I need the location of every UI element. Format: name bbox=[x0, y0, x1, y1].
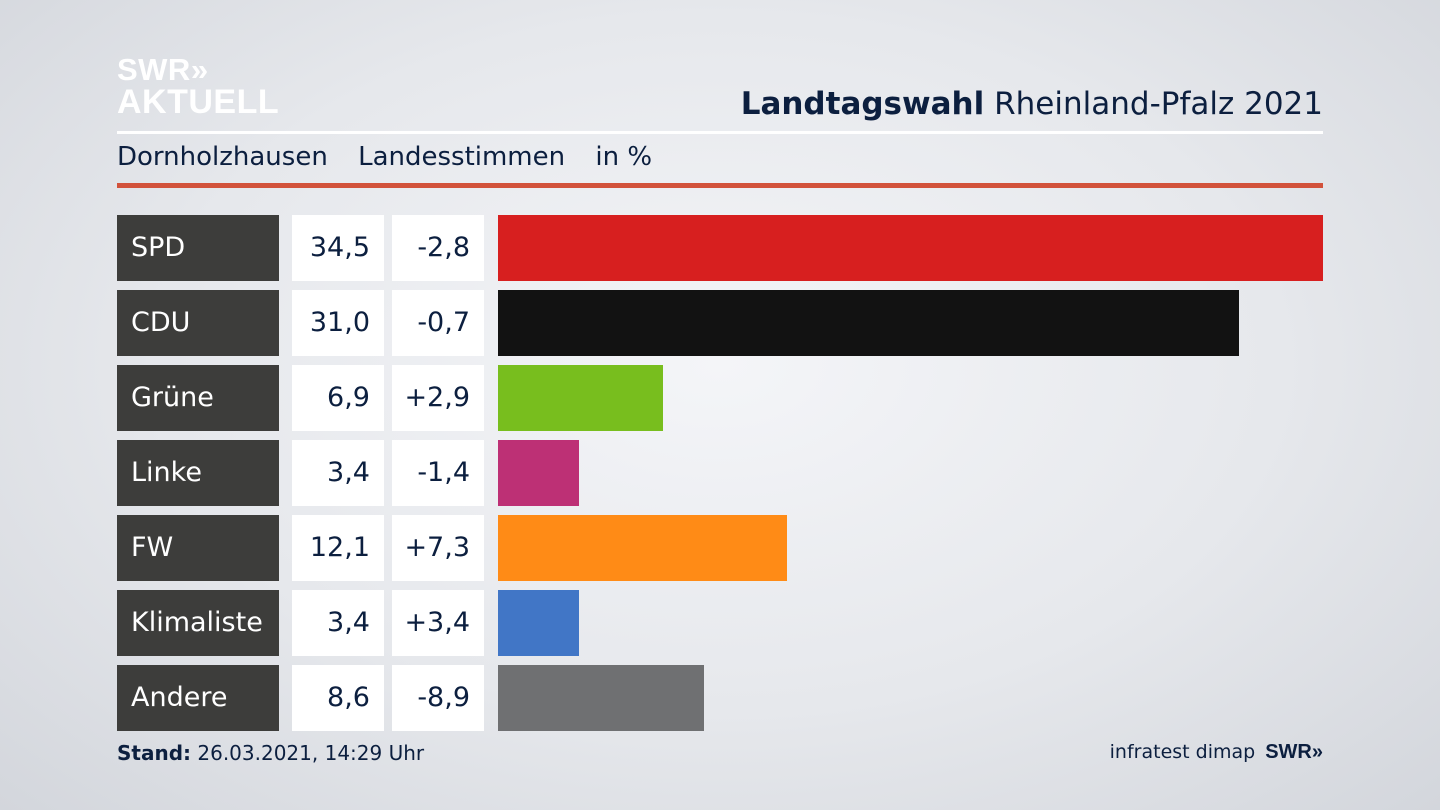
chart-row: Grüne 6,9 +2,9 bbox=[117, 365, 1323, 431]
timestamp-label: Stand: bbox=[117, 741, 192, 765]
value-label: 31,0 bbox=[292, 290, 384, 356]
party-label: CDU bbox=[117, 290, 279, 356]
bar bbox=[498, 590, 579, 656]
party-label: Klimaliste bbox=[117, 590, 279, 656]
value-label: 6,9 bbox=[292, 365, 384, 431]
change-label: +2,9 bbox=[392, 365, 484, 431]
title-bold: Landtagswahl bbox=[740, 86, 985, 122]
header-divider bbox=[117, 131, 1323, 134]
page-title: Landtagswahl Rheinland-Pfalz 2021 bbox=[741, 86, 1323, 122]
chart-row: FW 12,1 +7,3 bbox=[117, 515, 1323, 581]
change-label: -0,7 bbox=[392, 290, 484, 356]
bar bbox=[498, 665, 704, 731]
subtitle-measure: Landesstimmen bbox=[358, 142, 566, 172]
subtitle-place: Dornholzhausen bbox=[117, 142, 328, 172]
bar bbox=[498, 290, 1239, 356]
bar bbox=[498, 215, 1323, 281]
bar-chart: SPD 34,5 -2,8 CDU 31,0 -0,7 Grüne 6,9 +2,9 Linke 3… bbox=[117, 215, 1323, 731]
value-label: 34,5 bbox=[292, 215, 384, 281]
value-label: 12,1 bbox=[292, 515, 384, 581]
value-label: 3,4 bbox=[292, 590, 384, 656]
swr-aktuell-logo: SWR» AKTUELL bbox=[117, 54, 279, 119]
change-label: -8,9 bbox=[392, 665, 484, 731]
bar bbox=[498, 365, 663, 431]
bar bbox=[498, 440, 579, 506]
party-label: Linke bbox=[117, 440, 279, 506]
chart-subtitle: Dornholzhausen Landesstimmen in % bbox=[117, 142, 674, 172]
subtitle-unit: in % bbox=[595, 142, 653, 172]
value-label: 8,6 bbox=[292, 665, 384, 731]
party-label: SPD bbox=[117, 215, 279, 281]
logo-line-1: SWR» bbox=[117, 52, 209, 87]
value-label: 3,4 bbox=[292, 440, 384, 506]
party-label: FW bbox=[117, 515, 279, 581]
change-label: +7,3 bbox=[392, 515, 484, 581]
chart-row: Linke 3,4 -1,4 bbox=[117, 440, 1323, 506]
chart-row: Andere 8,6 -8,9 bbox=[117, 665, 1323, 731]
party-label: Grüne bbox=[117, 365, 279, 431]
change-label: -2,8 bbox=[392, 215, 484, 281]
timestamp: Stand: 26.03.2021, 14:29 Uhr bbox=[117, 741, 424, 765]
chart-row: SPD 34,5 -2,8 bbox=[117, 215, 1323, 281]
logo-line-2: AKTUELL bbox=[117, 83, 280, 121]
swr-logo: SWR» bbox=[1265, 741, 1323, 763]
change-label: -1,4 bbox=[392, 440, 484, 506]
change-label: +3,4 bbox=[392, 590, 484, 656]
source: infratest dimap SWR» bbox=[1110, 741, 1323, 764]
chart-row: Klimaliste 3,4 +3,4 bbox=[117, 590, 1323, 656]
chart-row: CDU 31,0 -0,7 bbox=[117, 290, 1323, 356]
party-label: Andere bbox=[117, 665, 279, 731]
bar bbox=[498, 515, 787, 581]
timestamp-value: 26.03.2021, 14:29 Uhr bbox=[191, 741, 425, 765]
source-name: infratest dimap bbox=[1109, 741, 1256, 763]
subtitle-divider bbox=[117, 183, 1323, 188]
title-rest: Rheinland-Pfalz 2021 bbox=[984, 86, 1323, 122]
